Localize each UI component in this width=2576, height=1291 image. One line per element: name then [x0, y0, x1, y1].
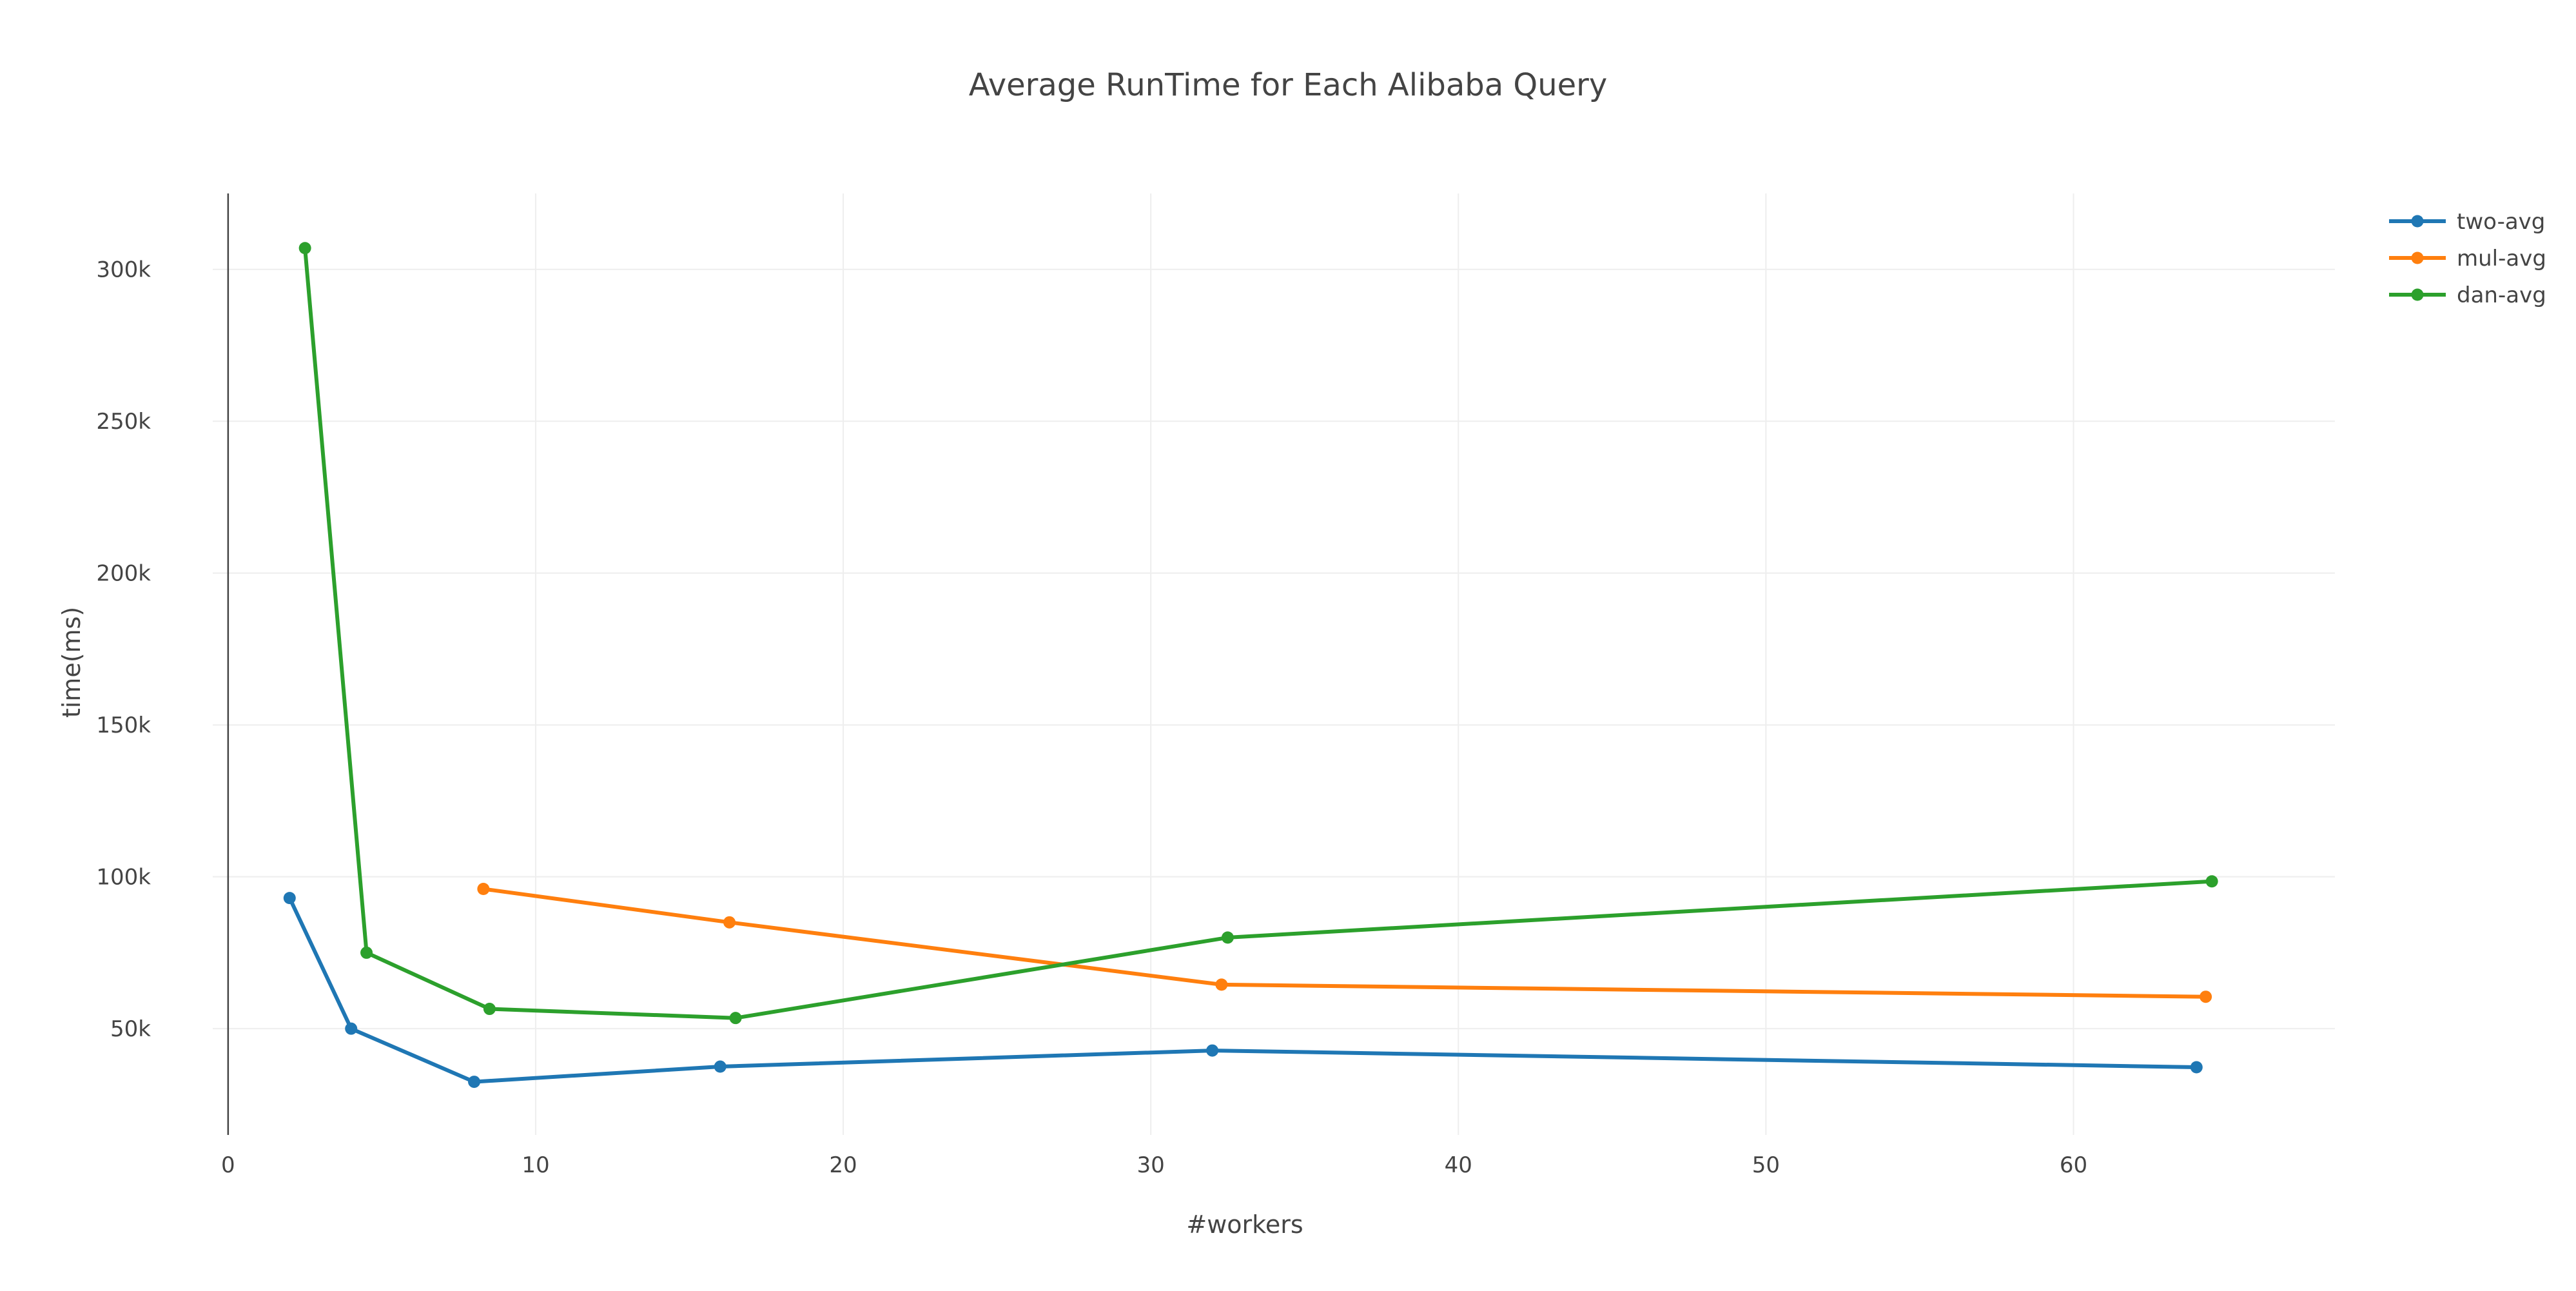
series-layer	[283, 242, 2218, 1089]
y-axis-title: time(ms)	[57, 607, 86, 718]
y-tick-label: 150k	[96, 713, 151, 738]
y-tick-label: 200k	[96, 561, 151, 587]
axes: 0 10 20 30 40 50 60 50k 100k 150k 200k 250k 300k	[96, 193, 2087, 1178]
x-tick-label: 40	[1445, 1152, 1472, 1178]
series-dan-avg	[298, 242, 2218, 1025]
y-tick-label: 100k	[96, 865, 151, 891]
data-point-two-avg[interactable]	[345, 1022, 358, 1035]
legend-swatch-marker	[2411, 288, 2424, 301]
x-tick-label: 10	[522, 1152, 549, 1178]
data-point-dan-avg[interactable]	[360, 946, 373, 959]
chart-title: Average RunTime for Each Alibaba Query	[969, 67, 1608, 103]
series-two-avg	[283, 892, 2203, 1089]
data-point-mul-avg[interactable]	[477, 883, 490, 896]
data-point-mul-avg[interactable]	[2200, 990, 2212, 1003]
data-point-two-avg[interactable]	[2190, 1061, 2203, 1074]
data-point-dan-avg[interactable]	[729, 1012, 742, 1025]
legend-item-two-avg[interactable]: two-avg	[2389, 209, 2545, 235]
data-point-two-avg[interactable]	[1206, 1044, 1219, 1057]
data-point-two-avg[interactable]	[714, 1060, 727, 1073]
x-axis-title: #workers	[1186, 1210, 1303, 1239]
y-tick-label: 300k	[96, 257, 151, 283]
legend-label: mul-avg	[2457, 246, 2546, 271]
data-point-mul-avg[interactable]	[1215, 978, 1228, 991]
x-tick-label: 20	[829, 1152, 857, 1178]
legend-swatch-marker	[2411, 215, 2424, 228]
x-tick-label: 60	[2060, 1152, 2087, 1178]
series-line-two-avg	[288, 896, 2199, 1084]
legend-swatch-marker	[2411, 251, 2424, 264]
data-point-dan-avg[interactable]	[483, 1003, 496, 1016]
grid-lines	[213, 193, 2335, 1135]
y-tick-label: 250k	[96, 409, 151, 435]
legend-item-dan-avg[interactable]: dan-avg	[2389, 282, 2546, 308]
series-line-dan-avg	[303, 246, 2214, 1020]
series-mul-avg	[477, 883, 2212, 1003]
legend-label: dan-avg	[2457, 282, 2546, 308]
x-tick-label: 50	[1752, 1152, 1780, 1178]
x-tick-label: 30	[1137, 1152, 1165, 1178]
data-point-two-avg[interactable]	[283, 892, 296, 905]
data-point-two-avg[interactable]	[468, 1076, 481, 1089]
legend-label: two-avg	[2457, 209, 2545, 235]
legend[interactable]: two-avg mul-avg dan-avg	[2389, 209, 2546, 308]
data-point-dan-avg[interactable]	[2205, 875, 2218, 888]
y-tick-label: 50k	[110, 1016, 151, 1042]
series-line-mul-avg	[481, 887, 2208, 999]
legend-item-mul-avg[interactable]: mul-avg	[2389, 246, 2546, 271]
x-tick-label: 0	[221, 1152, 235, 1178]
data-point-dan-avg[interactable]	[298, 242, 311, 255]
data-point-dan-avg[interactable]	[1221, 931, 1234, 944]
data-point-mul-avg[interactable]	[723, 916, 736, 929]
